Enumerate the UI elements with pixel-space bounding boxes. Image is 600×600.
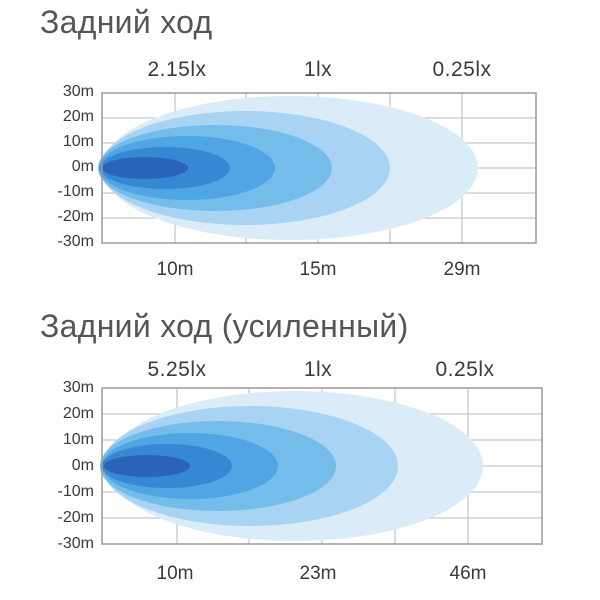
beam-plot: [100, 387, 543, 545]
lux-label: 5.25lx: [147, 358, 207, 381]
lux-label: 1lx: [303, 58, 333, 81]
beam-zones: [100, 391, 483, 541]
y-tick-label: 10m: [62, 431, 94, 448]
lux-label: 0.25lx: [432, 58, 492, 81]
beam-zone-core: [104, 455, 190, 477]
y-tick-label: -30m: [57, 535, 94, 552]
distance-label: 23m: [299, 563, 337, 584]
y-tick-label: -20m: [57, 208, 94, 225]
lux-label: 0.25lx: [435, 358, 495, 381]
beam-zone-core: [102, 157, 188, 179]
distance-label: 15m: [299, 259, 337, 280]
distance-label: 10m: [156, 563, 194, 584]
diagram-title: Задний ход: [40, 4, 213, 40]
beam-zones: [98, 96, 478, 240]
y-tick-label: 10m: [62, 133, 94, 150]
diagram-title: Задний ход (усиленный): [40, 308, 409, 344]
beam-diagram-reverse: Задний ход 2.15lx 1lx 0.25lx 30m 20m 10m…: [40, 4, 537, 280]
y-tick-label: -10m: [57, 183, 94, 200]
lux-label: 2.15lx: [147, 58, 207, 81]
distance-label: 10m: [156, 259, 194, 280]
distance-label: 29m: [443, 259, 481, 280]
y-tick-label: 20m: [62, 108, 94, 125]
y-tick-label: 0m: [71, 457, 94, 474]
y-tick-label: -20m: [57, 509, 94, 526]
plot-frame: [101, 387, 543, 545]
y-tick-label: 30m: [62, 83, 94, 100]
y-tick-label: 30m: [62, 379, 94, 396]
y-tick-label: -10m: [57, 483, 94, 500]
beam-plot: [98, 92, 537, 244]
y-tick-label: 20m: [62, 405, 94, 422]
beam-diagram-reverse-boosted: Задний ход (усиленный) 5.25lx 1lx 0.25lx…: [0, 300, 600, 600]
y-tick-label: 0m: [71, 158, 94, 175]
distance-label: 46m: [449, 563, 487, 584]
plot-frame: [101, 92, 537, 244]
y-tick-label: -30m: [57, 233, 94, 250]
lux-label: 1lx: [303, 358, 333, 381]
